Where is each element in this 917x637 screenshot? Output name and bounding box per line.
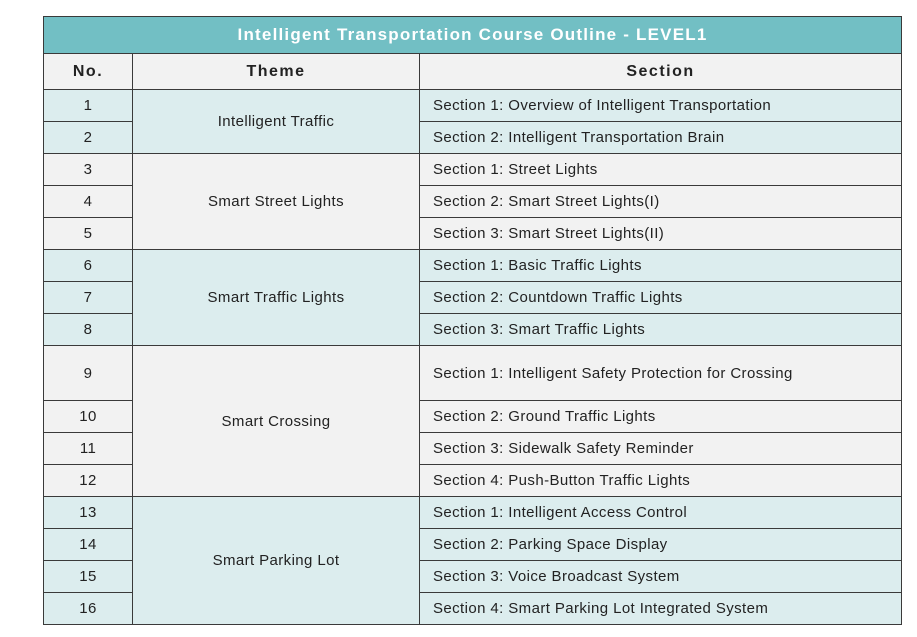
section-cell: Section 4: Smart Parking Lot Integrated …: [418, 592, 903, 625]
section-cell: Section 1: Intelligent Access Control: [418, 496, 903, 529]
table-row: 13 Smart Parking Lot Section 1: Intellig…: [43, 496, 903, 625]
table-row: 2 Section 2: Intelligent Transportation …: [43, 121, 903, 154]
column-header-section: Section: [418, 53, 903, 90]
row-number: 9: [43, 345, 133, 401]
section-cell: Section 2: Intelligent Transportation Br…: [418, 121, 903, 154]
table-row: 1 Intelligent Traffic Section 1: Overvie…: [43, 89, 903, 154]
row-number: 7: [43, 281, 133, 314]
row-number: 14: [43, 528, 133, 561]
column-header-no: No.: [43, 53, 133, 90]
section-cell: Section 4: Push-Button Traffic Lights: [418, 464, 903, 497]
row-number: 3: [43, 153, 133, 186]
section-cell: Section 2: Countdown Traffic Lights: [418, 281, 903, 314]
table-row: 6 Smart Traffic Lights Section 1: Basic …: [43, 249, 903, 346]
theme-cell: Smart Traffic Lights: [132, 249, 420, 346]
theme-cell: Intelligent Traffic: [132, 89, 420, 154]
section-cell: Section 2: Ground Traffic Lights: [418, 400, 903, 433]
section-cell: Section 2: Parking Space Display: [418, 528, 903, 561]
section-cell: Section 1: Overview of Intelligent Trans…: [418, 89, 903, 122]
row-number: 13: [43, 496, 133, 529]
theme-cell: Smart Parking Lot: [132, 496, 420, 625]
course-outline-table: Intelligent Transportation Course Outlin…: [42, 16, 903, 625]
section-cell: Section 1: Basic Traffic Lights: [418, 249, 903, 282]
table-row: 5 Section 3: Smart Street Lights(II): [43, 217, 903, 250]
section-cell: Section 2: Smart Street Lights(I): [418, 185, 903, 218]
table-row: 9 Smart Crossing Section 1: Intelligent …: [43, 345, 903, 497]
row-number: 4: [43, 185, 133, 218]
row-number: 15: [43, 560, 133, 593]
table-row: 3 Smart Street Lights Section 1: Street …: [43, 153, 903, 250]
theme-cell: Smart Street Lights: [132, 153, 420, 250]
section-cell: Section 3: Voice Broadcast System: [418, 560, 903, 593]
column-header-row: No. Theme Section: [43, 53, 903, 90]
section-cell: Section 1: Intelligent Safety Protection…: [418, 345, 903, 401]
row-number: 1: [43, 89, 133, 122]
row-number: 10: [43, 400, 133, 433]
row-number: 12: [43, 464, 133, 497]
section-cell: Section 1: Street Lights: [418, 153, 903, 186]
section-cell: Section 3: Sidewalk Safety Reminder: [418, 432, 903, 465]
row-number: 16: [43, 592, 133, 625]
section-cell: Section 3: Smart Traffic Lights: [418, 313, 903, 346]
theme-cell: Smart Crossing: [132, 345, 420, 497]
row-number: 6: [43, 249, 133, 282]
section-cell: Section 3: Smart Street Lights(II): [418, 217, 903, 250]
table-title: Intelligent Transportation Course Outlin…: [42, 16, 903, 54]
row-number: 2: [43, 121, 133, 154]
column-header-theme: Theme: [132, 53, 420, 90]
row-number: 8: [43, 313, 133, 346]
row-number: 5: [43, 217, 133, 250]
row-number: 11: [43, 432, 133, 465]
